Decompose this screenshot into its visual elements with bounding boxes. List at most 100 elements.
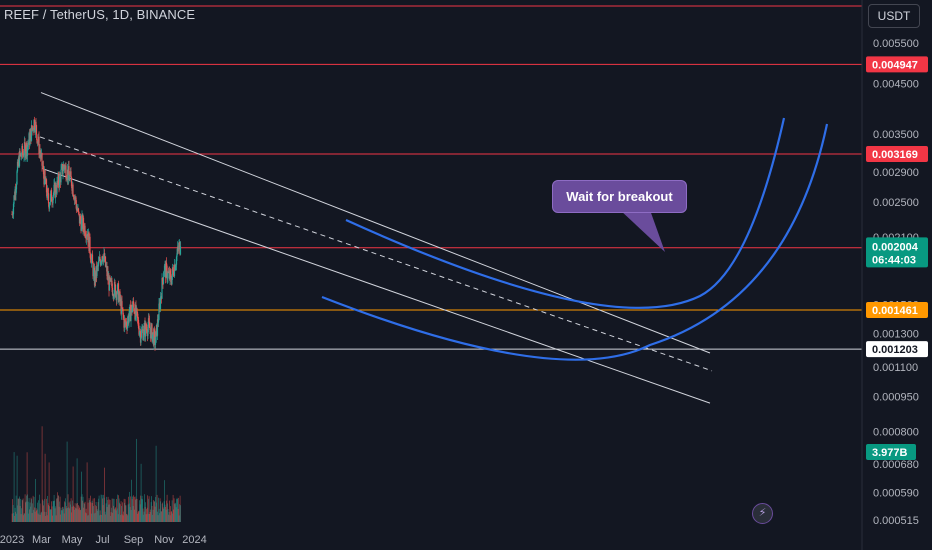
y-tick-label: 0.003500 [873, 129, 919, 141]
candle-body [32, 127, 34, 131]
volume-bar [100, 494, 102, 522]
x-tick-label: 2024 [182, 534, 206, 546]
volume-bar [60, 507, 62, 522]
volume-bar [13, 452, 15, 522]
volume-bar [164, 480, 165, 522]
volume-bar [29, 509, 30, 522]
x-tick-label: Nov [154, 534, 174, 546]
volume-bar [175, 502, 176, 522]
volume-bar [85, 512, 86, 522]
volume-bar [33, 496, 35, 522]
volume-bar [33, 509, 34, 522]
volume-bar [96, 506, 97, 522]
volume-bar [43, 511, 45, 522]
candle-body [55, 185, 57, 193]
candle-body [23, 155, 25, 157]
candle-body [108, 276, 111, 291]
volume-bar [175, 507, 177, 522]
volume-bar [36, 509, 38, 522]
volume-bar [58, 495, 59, 522]
volume-bar [86, 513, 87, 522]
candle-body [101, 256, 104, 258]
symbol-title[interactable]: REEF / TetherUS, 1D, BINANCE [4, 7, 196, 22]
volume-bar [123, 511, 124, 522]
candle-body [167, 272, 169, 279]
volume-bar [111, 498, 113, 522]
candle-body [64, 166, 66, 170]
candle-body [97, 261, 100, 267]
lightning-icon[interactable]: ⚡ [752, 503, 773, 524]
volume-bar [142, 508, 144, 522]
volume-bar [12, 499, 13, 522]
candle-body [52, 196, 54, 204]
price-axis[interactable]: 0.005500 0.004500 0.003500 0.002900 0.002500… [861, 0, 932, 550]
volume-bar [143, 511, 145, 522]
candle-body [41, 153, 43, 166]
candle-body [99, 257, 101, 262]
candle-body [175, 264, 177, 267]
candle-body [96, 266, 98, 276]
volume-bar [72, 466, 74, 522]
candle-body [16, 171, 18, 185]
volume-bar [44, 453, 46, 522]
candle-body [106, 265, 108, 277]
candle-body [159, 297, 162, 310]
candle-body [150, 326, 152, 339]
volume-bar [130, 510, 132, 522]
volume-bar [156, 502, 157, 522]
candle-body [49, 193, 52, 203]
candle-body [59, 174, 61, 176]
y-tick-label: 0.000515 [873, 515, 919, 527]
volume-tag [866, 444, 916, 460]
volume-bar [178, 515, 180, 522]
volume-bar [64, 502, 66, 522]
volume-bar [67, 494, 69, 522]
candle-body [52, 192, 55, 197]
candle-body [147, 318, 150, 327]
volume-bar [129, 507, 131, 522]
volume-bar [90, 502, 92, 522]
volume-bar [65, 508, 67, 522]
candle-body [140, 337, 142, 343]
y-tick-label: 0.001100 [873, 362, 918, 374]
volume-bar [144, 494, 145, 522]
volume-bar [95, 502, 97, 522]
volume-bar [108, 504, 109, 522]
volume-bar [147, 513, 149, 522]
volume-bar [119, 502, 120, 522]
candle-body [20, 153, 22, 157]
volume-bar [73, 506, 75, 522]
volume-bar [150, 509, 151, 522]
x-tick-label: 2023 [0, 534, 24, 546]
x-tick-label: Mar [32, 534, 51, 546]
candle-body [133, 311, 136, 314]
volume-bar [122, 502, 123, 522]
candle-body [130, 311, 132, 322]
volume-bar [124, 502, 125, 522]
volume-bar [176, 497, 178, 522]
volume-bar [64, 501, 65, 522]
volume-bar [78, 505, 79, 522]
wait-for-breakout-callout[interactable]: Wait for breakout [552, 180, 687, 213]
volume-bar [44, 499, 45, 522]
y-tick-label: 0.000680 [873, 459, 919, 471]
candle-body [15, 184, 18, 190]
candle-body [165, 262, 168, 266]
candle-body [143, 325, 145, 336]
volume-bar [14, 515, 15, 522]
currency-button[interactable]: USDT [868, 4, 920, 28]
volume-bar [99, 515, 100, 522]
volume-bar [97, 502, 99, 522]
volume-bar [20, 514, 22, 522]
volume-bar [122, 515, 124, 522]
volume-bar [102, 505, 104, 522]
candle-body [175, 256, 178, 265]
volume-bar [48, 462, 50, 522]
candle-body [12, 203, 15, 215]
volume-bar [48, 505, 49, 522]
volume-bar [62, 506, 63, 522]
time-axis[interactable]: 2023 Mar May Jul Sep Nov 2024 [0, 534, 207, 546]
volume-bar [37, 513, 39, 522]
